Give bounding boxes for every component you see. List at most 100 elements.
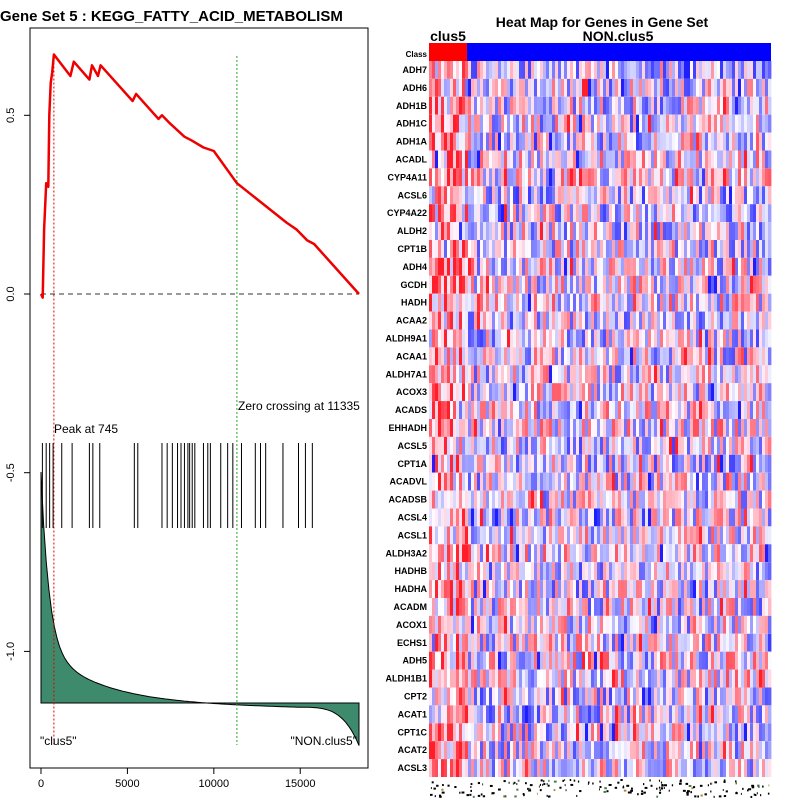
- heatmap-cell: [645, 687, 649, 706]
- heatmap-cell: [618, 598, 622, 616]
- heatmap-cell: [534, 329, 538, 348]
- heatmap-cell: [444, 526, 448, 545]
- heatmap-cell: [600, 401, 604, 419]
- heatmap-cell: [453, 365, 457, 384]
- heatmap-cell: [588, 347, 592, 366]
- heatmap-cell: [513, 669, 517, 688]
- heatmap-cell: [573, 329, 577, 348]
- heatmap-cell: [456, 257, 460, 276]
- heatmap-cell: [492, 741, 496, 760]
- heatmap-cell: [549, 257, 553, 276]
- heatmap-cell: [663, 401, 667, 419]
- heatmap-cell: [696, 96, 700, 115]
- heatmap-cell: [651, 365, 655, 384]
- heatmap-cell: [555, 562, 559, 581]
- heatmap-cell: [699, 741, 703, 760]
- heatmap-cell: [756, 168, 760, 187]
- heatmap-cell: [732, 293, 736, 312]
- heatmap-cell: [438, 222, 442, 240]
- heatmap-cell: [555, 222, 559, 240]
- heatmap-cell: [678, 562, 682, 581]
- heatmap-cell: [495, 598, 499, 616]
- heatmap-cell: [654, 419, 658, 437]
- heatmap-cell: [513, 508, 517, 527]
- heatmap-cell: [537, 150, 541, 169]
- heatmap-cell: [606, 383, 610, 402]
- heatmap-cell: [504, 705, 508, 724]
- heatmap-cell: [471, 222, 475, 240]
- footer-speck: [640, 792, 644, 795]
- heatmap-cell: [681, 78, 685, 97]
- heatmap-cell: [444, 150, 448, 169]
- heatmap-cell: [444, 96, 448, 115]
- heatmap-cell: [762, 401, 766, 419]
- heatmap-cell: [723, 383, 727, 402]
- heatmap-cell: [564, 383, 568, 402]
- heatmap-cell: [684, 347, 688, 366]
- heatmap-cell: [732, 419, 736, 437]
- heatmap-cell: [621, 723, 625, 742]
- heatmap-cell: [477, 526, 481, 545]
- heatmap-cell: [750, 240, 754, 258]
- heatmap-cell: [708, 580, 712, 598]
- heatmap-cell: [489, 383, 493, 402]
- heatmap-cell: [444, 168, 448, 187]
- heatmap-cell: [549, 240, 553, 258]
- heatmap-cell: [669, 204, 673, 223]
- x-tick-label: 0: [38, 778, 44, 790]
- heatmap-cell: [651, 293, 655, 312]
- heatmap-cell: [759, 436, 763, 455]
- heatmap-cell: [735, 669, 739, 688]
- heatmap-cell: [540, 347, 544, 366]
- heatmap-cell: [762, 257, 766, 276]
- heatmap-cell: [468, 240, 472, 258]
- heatmap-cell: [495, 240, 499, 258]
- heatmap-cell: [510, 490, 514, 509]
- heatmap-cell: [537, 401, 541, 419]
- heatmap-cell: [762, 293, 766, 312]
- heatmap-cell: [468, 222, 472, 240]
- heatmap-cell: [471, 240, 475, 258]
- heatmap-cell: [606, 705, 610, 724]
- heatmap-cell: [528, 347, 532, 366]
- heatmap-cell: [765, 240, 769, 258]
- heatmap-cell: [447, 96, 451, 115]
- heatmap-cell: [738, 419, 742, 437]
- footer-speck: [643, 791, 646, 794]
- heatmap-cell: [543, 347, 547, 366]
- heatmap-cell: [474, 96, 478, 115]
- heatmap-cell: [624, 669, 628, 688]
- heatmap-cell: [624, 651, 628, 670]
- heatmap-cell: [615, 383, 619, 402]
- heatmap-cell: [618, 651, 622, 670]
- heatmap-cell: [525, 168, 529, 187]
- heatmap-cell: [558, 436, 562, 455]
- heatmap-cell: [717, 562, 721, 581]
- heatmap-cell: [705, 454, 709, 473]
- heatmap-cell: [657, 293, 661, 312]
- heatmap-cell: [714, 114, 718, 133]
- heatmap-cell: [588, 687, 592, 706]
- heatmap-cell: [465, 562, 469, 581]
- heatmap-cell: [462, 687, 466, 706]
- heatmap-cell: [471, 723, 475, 742]
- heatmap-cell: [504, 240, 508, 258]
- heatmap-cell: [606, 204, 610, 223]
- heatmap-cell: [459, 383, 463, 402]
- heatmap-cell: [540, 222, 544, 240]
- heatmap-cell: [711, 651, 715, 670]
- footer-speck: [656, 795, 659, 798]
- heatmap-cell: [696, 186, 700, 205]
- heatmap-cell: [441, 472, 445, 491]
- heatmap-cell: [465, 329, 469, 348]
- heatmap-cell: [570, 365, 574, 384]
- heatmap-cell: [600, 186, 604, 205]
- heatmap-cell: [444, 114, 448, 133]
- heatmap-cell: [753, 615, 757, 634]
- heatmap-cell: [678, 311, 682, 330]
- heatmap-cell: [567, 419, 571, 437]
- heatmap-cell: [594, 759, 598, 777]
- zero-crossing-label: Zero crossing at 11335: [238, 399, 360, 413]
- heatmap-cell: [492, 168, 496, 187]
- heatmap-cell: [669, 168, 673, 187]
